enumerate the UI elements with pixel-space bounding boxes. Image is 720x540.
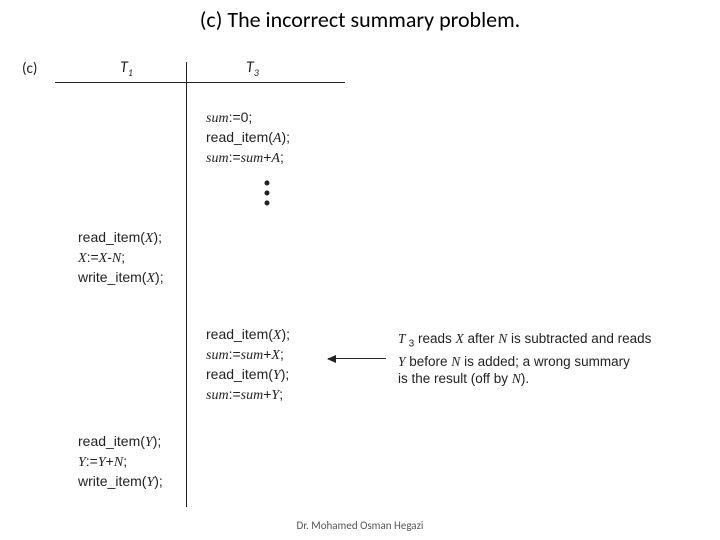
- column-header-t3: T3: [246, 58, 259, 79]
- column-divider: [186, 62, 187, 507]
- t1-block-a: read_item(X);X:=X-N;write_item(X);: [78, 228, 164, 288]
- t1-sub: 1: [128, 66, 133, 79]
- t1-letter: T: [120, 58, 128, 77]
- page-title: (c) The incorrect summary problem.: [0, 6, 720, 33]
- vertical-ellipsis: •••: [262, 178, 272, 208]
- column-header-t1: T1: [120, 58, 133, 79]
- t1-block-b: read_item(Y);Y:=Y+N;write_item(Y);: [78, 432, 163, 492]
- annotation-arrow: [328, 358, 386, 359]
- panel-label: (c): [22, 60, 37, 78]
- t3-block-a: sum:=0;read_item(A);sum:=sum+A;: [206, 108, 290, 168]
- annotation-text: T 3 reads X after N is subtracted and re…: [398, 330, 651, 387]
- footer-author: Dr. Mohamed Osman Hegazi: [0, 519, 720, 532]
- t3-block-b: read_item(X);sum:=sum+X;read_item(Y);sum…: [206, 325, 290, 405]
- t3-sub: 3: [254, 66, 259, 79]
- t3-letter: T: [246, 58, 254, 77]
- header-underline: [55, 82, 345, 83]
